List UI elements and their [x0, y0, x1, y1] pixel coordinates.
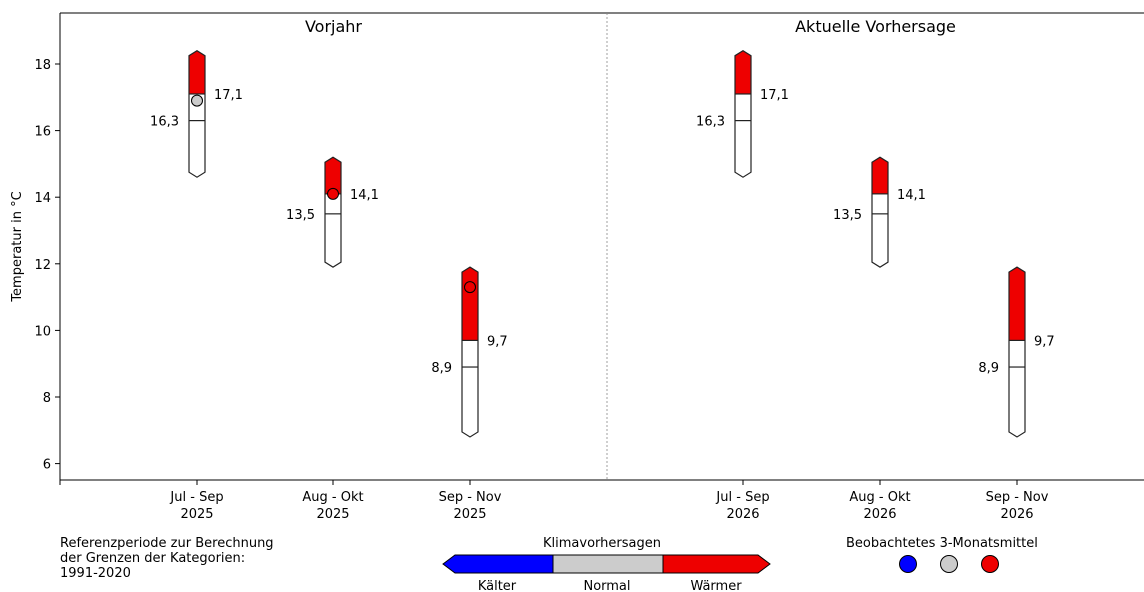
- upper-threshold-label: 9,7: [487, 334, 508, 349]
- bar-middle-segment: [462, 340, 478, 368]
- x-tick-label-year: 2025: [180, 507, 213, 522]
- upper-threshold-label: 14,1: [350, 188, 379, 203]
- x-tick-label: Aug - Okt: [302, 490, 363, 505]
- y-tick-label: 18: [34, 58, 51, 73]
- bar-upper-segment: [872, 157, 888, 194]
- lower-threshold-label: 13,5: [833, 208, 862, 223]
- observed-marker: [191, 94, 203, 107]
- bar-lower-segment: [462, 367, 478, 437]
- bar-upper-segment: [189, 50, 205, 94]
- reference-line-1: Referenzperiode zur Berechnung: [60, 536, 274, 551]
- bar-outline: [871, 156, 889, 268]
- legend-kaelter-swatch: [442, 554, 554, 574]
- bar-upper-segment: [462, 267, 478, 341]
- reference-period-text: Referenzperiode zur Berechnung der Grenz…: [60, 536, 274, 581]
- x-tick-label: Jul - Sep: [715, 490, 769, 505]
- lower-threshold-label: 16,3: [150, 115, 179, 130]
- y-tick-label: 16: [34, 125, 51, 140]
- bar-upper-segment: [1009, 267, 1025, 341]
- bar-outline: [734, 49, 752, 178]
- bar-middle-segment: [735, 93, 751, 121]
- forecast-bar: [188, 49, 206, 178]
- y-tick-label: 8: [43, 391, 51, 406]
- forecast-legend-title: Klimavorhersagen: [543, 536, 661, 551]
- panel-title-vorjahr: Vorjahr: [305, 17, 362, 36]
- legend-category-label: Normal: [583, 579, 630, 592]
- bar-outline: [188, 49, 206, 178]
- observed-legend-marker: [981, 555, 999, 573]
- bar-lower-segment: [872, 213, 888, 268]
- bar-middle-segment: [1009, 340, 1025, 368]
- upper-threshold-label: 9,7: [1034, 334, 1055, 349]
- x-tick-label: Jul - Sep: [169, 490, 223, 505]
- bar-upper-segment: [735, 50, 751, 94]
- lower-threshold-label: 13,5: [286, 208, 315, 223]
- forecast-bar: [324, 156, 342, 268]
- lower-threshold-label: 8,9: [978, 361, 999, 376]
- reference-line-3: 1991-2020: [60, 566, 131, 581]
- bar-middle-segment: [325, 193, 341, 214]
- observed-marker: [464, 281, 476, 294]
- x-tick-label: Sep - Nov: [986, 490, 1049, 505]
- x-tick-label-year: 2025: [316, 507, 349, 522]
- bar-outline: [324, 156, 342, 268]
- observed-legend-title: Beobachtetes 3-Monatsmittel: [846, 536, 1038, 551]
- bar-lower-segment: [325, 213, 341, 268]
- bar-outline: [461, 266, 479, 438]
- x-tick-label-year: 2026: [726, 507, 759, 522]
- forecast-bar: [734, 49, 752, 178]
- observed-legend-marker: [940, 555, 958, 573]
- y-tick-label: 14: [34, 191, 51, 206]
- x-tick-label-year: 2025: [453, 507, 486, 522]
- x-tick-label: Aug - Okt: [849, 490, 910, 505]
- upper-threshold-label: 14,1: [897, 188, 926, 203]
- forecast-bar: [871, 156, 889, 268]
- legend-category-label: Wärmer: [690, 579, 742, 592]
- x-tick-label-year: 2026: [1000, 507, 1033, 522]
- observed-legend-marker: [899, 555, 917, 573]
- bar-middle-segment: [872, 193, 888, 214]
- legend-category-label: Kälter: [478, 579, 517, 592]
- legend-normal-swatch: [552, 554, 664, 574]
- y-axis-label: Temperatur in °C: [10, 191, 25, 302]
- lower-threshold-label: 8,9: [431, 361, 452, 376]
- forecast-bar: [1008, 266, 1026, 438]
- bar-lower-segment: [1009, 367, 1025, 437]
- panel-title-forecast: Aktuelle Vorhersage: [795, 17, 956, 36]
- y-tick-label: 6: [43, 458, 51, 473]
- x-tick-label-year: 2026: [863, 507, 896, 522]
- y-tick-label: 10: [34, 324, 51, 339]
- observed-marker: [327, 187, 339, 200]
- bar-lower-segment: [189, 120, 205, 178]
- upper-threshold-label: 17,1: [760, 88, 789, 103]
- legend-waermer-swatch: [662, 554, 771, 574]
- bar-upper-segment: [325, 157, 341, 194]
- bar-lower-segment: [735, 120, 751, 178]
- upper-threshold-label: 17,1: [214, 88, 243, 103]
- reference-line-2: der Grenzen der Kategorien:: [60, 551, 246, 566]
- y-tick-label: 12: [34, 258, 51, 273]
- x-tick-label: Sep - Nov: [439, 490, 502, 505]
- lower-threshold-label: 16,3: [696, 115, 725, 130]
- bar-outline: [1008, 266, 1026, 438]
